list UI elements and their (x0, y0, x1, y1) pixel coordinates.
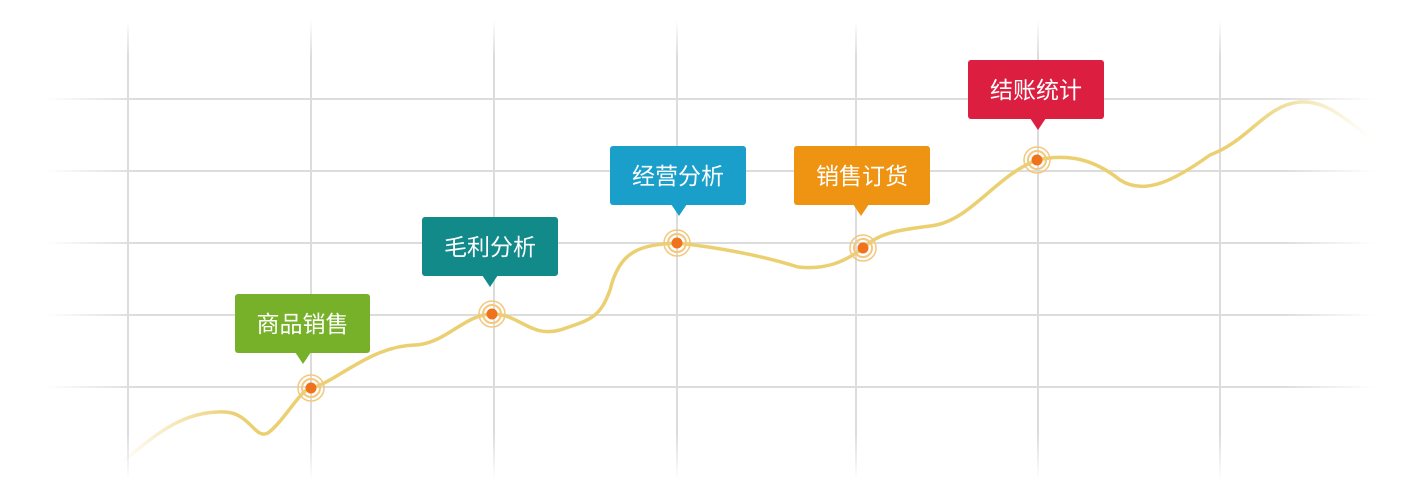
milestone-marker (478, 300, 506, 328)
milestone-label-text: 毛利分析 (444, 235, 536, 261)
milestone-labels: 商品销售 毛利分析 经营分析 销售订货 结账统计 (235, 60, 1104, 364)
milestone-marker (849, 234, 877, 262)
label-pointer (1030, 118, 1046, 130)
milestone-label-text: 经营分析 (632, 164, 724, 190)
label-box (422, 217, 558, 276)
grid-line-vertical (1037, 20, 1039, 480)
label-pointer (853, 204, 869, 216)
milestone-marker (663, 229, 691, 257)
label-box (968, 60, 1104, 119)
milestone-label-5: 结账统计 (968, 60, 1104, 130)
label-box (794, 146, 930, 205)
label-box (235, 294, 370, 353)
grid-line-horizontal (45, 314, 1375, 316)
grid-line-vertical (676, 20, 678, 480)
grid-line-horizontal (45, 242, 1375, 244)
milestone-marker (297, 374, 325, 402)
milestone-label-3: 经营分析 (610, 146, 746, 216)
milestone-label-text: 销售订货 (816, 164, 908, 190)
milestone-label-2: 毛利分析 (422, 217, 558, 287)
milestone-label-1: 商品销售 (235, 294, 370, 364)
milestone-marker (1023, 146, 1051, 174)
growth-curve (120, 100, 1374, 464)
milestone-markers (297, 146, 1051, 402)
grid-line-vertical (127, 20, 129, 480)
grid-line-horizontal (45, 98, 1375, 100)
background-grid (45, 20, 1375, 480)
milestone-label-text: 结账统计 (990, 78, 1082, 104)
grid-line-vertical (855, 20, 857, 480)
label-box (610, 146, 746, 205)
milestone-label-4: 销售订货 (794, 146, 930, 216)
label-pointer (295, 352, 311, 364)
grid-line-horizontal (45, 386, 1375, 388)
label-pointer (482, 275, 498, 287)
grid-line-vertical (310, 20, 312, 480)
milestone-label-text: 商品销售 (257, 312, 349, 338)
label-pointer (671, 204, 687, 216)
grid-line-vertical (1219, 20, 1221, 480)
